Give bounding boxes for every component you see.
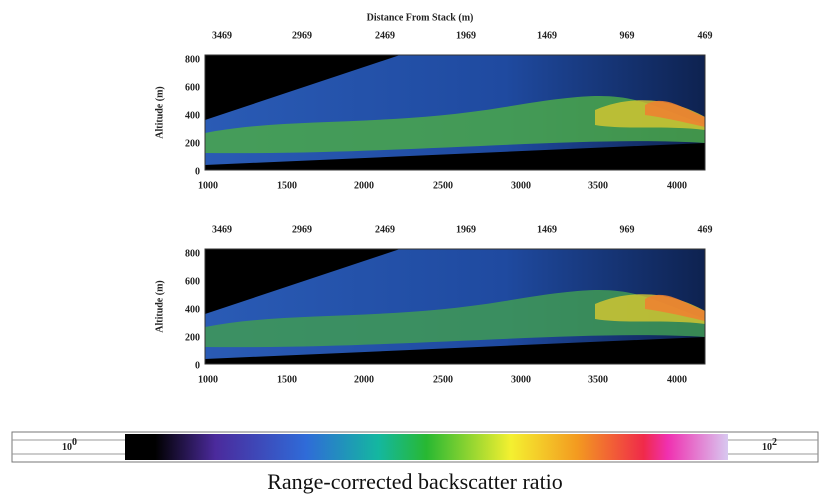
- colorbar-gradient: [125, 434, 728, 460]
- top-tick-label: 969: [620, 224, 635, 235]
- bottom-tick-label: 1500: [277, 374, 297, 385]
- colorbar-min-label: 100: [62, 437, 77, 453]
- y-tick-label: 600: [185, 276, 200, 287]
- y-tick-label: 800: [185, 54, 200, 65]
- bottom-tick-label: 1000: [198, 374, 218, 385]
- top-tick-label: 2469: [375, 30, 395, 41]
- top-tick-label: 469: [698, 224, 713, 235]
- bottom-tick-label: 1500: [277, 180, 297, 191]
- bottom-tick-label: 3000: [511, 180, 531, 191]
- top-tick-label: 2969: [292, 224, 312, 235]
- top-tick-label: 969: [620, 30, 635, 41]
- y-axis-label: Altitude (m): [154, 280, 165, 333]
- top-tick-label: 3469: [212, 30, 232, 41]
- bottom-tick-label: 4000: [667, 180, 687, 191]
- bottom-tick-label: 2500: [433, 180, 453, 191]
- colorbar-max-label: 102: [762, 437, 777, 453]
- top-tick-label: 2969: [292, 30, 312, 41]
- y-tick-label: 800: [185, 248, 200, 259]
- plume: [205, 95, 705, 154]
- y-tick-label: 0: [195, 360, 200, 371]
- bottom-tick-label: 3500: [588, 374, 608, 385]
- top-tick-label: 2469: [375, 224, 395, 235]
- bottom-tick-label: 4000: [667, 374, 687, 385]
- bottom-tick-label: 2000: [354, 374, 374, 385]
- image-frame: [204, 54, 706, 171]
- top-tick-label: 1969: [456, 30, 476, 41]
- y-axis-label: Altitude (m): [154, 86, 165, 139]
- top-tick-label: 1469: [537, 30, 557, 41]
- plume-hot: [645, 100, 705, 127]
- top-tick-label: 3469: [212, 224, 232, 235]
- y-tick-label: 200: [185, 138, 200, 149]
- image-frame: [204, 248, 706, 365]
- y-tick-label: 400: [185, 110, 200, 121]
- top-tick-label: 1969: [456, 224, 476, 235]
- colorbar: 100 102: [11, 431, 819, 463]
- y-tick-label: 600: [185, 82, 200, 93]
- bottom-tick-label: 2500: [433, 374, 453, 385]
- y-tick-label: 200: [185, 332, 200, 343]
- plume-hot: [645, 294, 705, 321]
- plume: [205, 289, 705, 348]
- top-tick-label: 469: [698, 30, 713, 41]
- bottom-tick-label: 2000: [354, 180, 374, 191]
- top-tick-label: 1469: [537, 224, 557, 235]
- bottom-tick-label: 3500: [588, 180, 608, 191]
- bottom-tick-label: 1000: [198, 180, 218, 191]
- top-axis-title: Distance From Stack (m): [367, 12, 474, 23]
- y-tick-label: 0: [195, 166, 200, 177]
- bottom-tick-label: 3000: [511, 374, 531, 385]
- y-tick-label: 400: [185, 304, 200, 315]
- colorbar-title: Range-corrected backscatter ratio: [267, 469, 563, 494]
